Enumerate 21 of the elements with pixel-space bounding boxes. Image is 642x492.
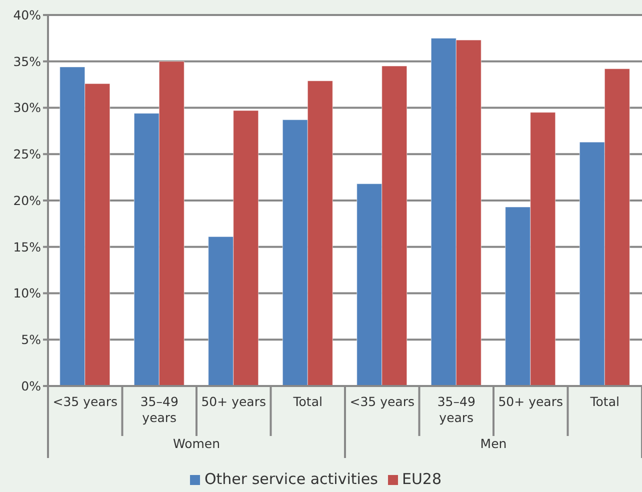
text: Men (480, 436, 507, 451)
y-tick-label: 10% (13, 286, 42, 301)
x-tick-label: 35–49 years (437, 394, 476, 425)
y-tick-label: 25% (13, 146, 42, 162)
x-tick-label: <35 years (52, 394, 118, 409)
x-tick-label: 50+ years (498, 394, 564, 409)
y-tick-label: 20% (13, 192, 42, 208)
x-tick-label: Total (589, 394, 620, 409)
y-tick-label: 5% (21, 332, 42, 348)
legend-label: EU28 (402, 470, 442, 488)
y-tick-label: 0% (21, 378, 42, 394)
x-tick-label: <35 years (350, 394, 415, 409)
text: Women (172, 436, 220, 451)
x-tick-label: Total (292, 394, 322, 409)
x-tick-label: 50+ years (201, 394, 266, 409)
x-tick-label: 35–49 years (140, 394, 178, 425)
y-tick-label: 40% (13, 7, 42, 22)
y-tick-label: 35% (13, 54, 42, 69)
y-tick-label: 30% (13, 100, 42, 116)
legend-label: Other service activities (204, 470, 378, 488)
y-tick-label: 15% (13, 239, 42, 254)
